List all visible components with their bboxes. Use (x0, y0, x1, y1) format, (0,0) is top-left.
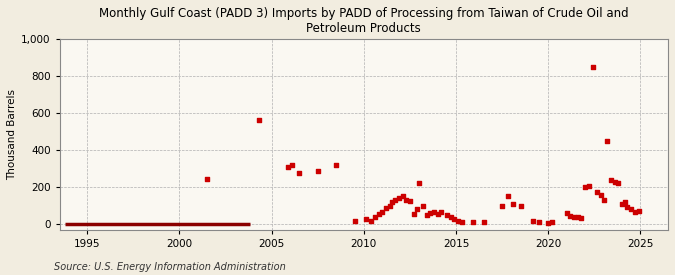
Point (412, 207, 423, 211)
Point (622, 204, 633, 209)
Point (384, 204, 395, 208)
Point (421, 213, 432, 217)
Point (595, 192, 606, 197)
Y-axis label: Thousand Barrels: Thousand Barrels (7, 89, 17, 180)
Point (626, 207, 637, 211)
Point (449, 216, 460, 221)
Point (547, 220, 558, 225)
Point (202, 177, 213, 181)
Point (417, 204, 428, 208)
Point (377, 210, 387, 214)
Point (445, 214, 456, 219)
Point (572, 214, 583, 219)
Point (404, 199, 415, 203)
Point (397, 194, 408, 199)
Point (373, 212, 384, 216)
Point (360, 216, 371, 221)
Point (479, 220, 489, 225)
Point (349, 219, 360, 224)
Point (543, 221, 554, 226)
Point (436, 210, 447, 214)
Point (568, 214, 579, 219)
Point (366, 218, 377, 223)
Point (588, 65, 599, 69)
Point (331, 163, 342, 167)
Point (502, 194, 513, 199)
Point (429, 210, 439, 214)
Point (613, 181, 624, 186)
Point (508, 202, 518, 206)
Point (620, 200, 630, 204)
Point (497, 204, 508, 208)
Point (580, 185, 591, 189)
Point (456, 220, 467, 225)
Point (467, 220, 478, 225)
Title: Monthly Gulf Coast (PADD 3) Imports by PADD of Processing from Taiwan of Crude O: Monthly Gulf Coast (PADD 3) Imports by P… (99, 7, 628, 35)
Point (616, 202, 627, 206)
Point (534, 220, 545, 225)
Point (599, 198, 610, 202)
Point (592, 189, 603, 194)
Point (583, 184, 594, 188)
Point (294, 171, 304, 175)
Point (283, 164, 294, 169)
Point (633, 209, 644, 213)
Point (313, 169, 323, 174)
Point (287, 163, 298, 167)
Point (414, 181, 425, 186)
Point (432, 212, 443, 216)
Point (565, 214, 576, 218)
Point (610, 179, 620, 184)
Text: Source: U.S. Energy Information Administration: Source: U.S. Energy Information Administ… (54, 262, 286, 272)
Point (630, 210, 641, 214)
Point (408, 212, 419, 216)
Point (425, 211, 435, 215)
Point (401, 198, 412, 202)
Point (605, 178, 616, 182)
Point (528, 218, 539, 223)
Point (381, 206, 392, 211)
Point (441, 213, 452, 217)
Point (576, 216, 587, 220)
Point (602, 139, 613, 143)
Point (253, 118, 264, 123)
Point (452, 218, 463, 223)
Point (369, 214, 380, 219)
Point (389, 198, 400, 202)
Point (515, 204, 526, 208)
Point (386, 200, 397, 204)
Point (394, 196, 404, 200)
Point (561, 211, 572, 215)
